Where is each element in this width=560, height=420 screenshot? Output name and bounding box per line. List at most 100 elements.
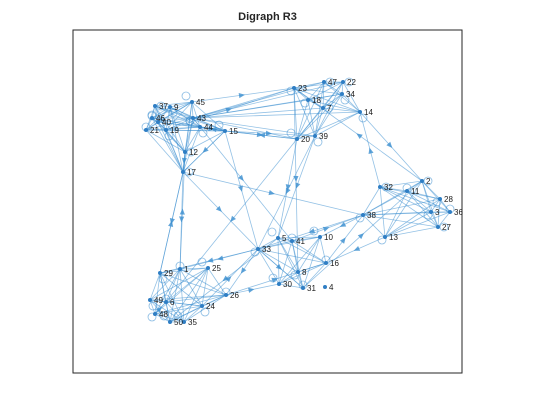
node-label-7: 7 <box>327 104 332 113</box>
node-36 <box>448 210 452 214</box>
cluster-5-edge <box>278 283 304 289</box>
cluster-3-edge <box>362 186 381 216</box>
cluster-3-edge <box>362 214 439 228</box>
edge-arrowhead <box>215 205 222 212</box>
node-label-4: 4 <box>329 283 334 292</box>
cluster-4-edge <box>183 305 203 323</box>
node-46 <box>150 116 154 120</box>
edge-layer <box>141 77 455 323</box>
self-loop-5 <box>267 227 277 237</box>
node-14 <box>358 110 362 114</box>
node-5 <box>276 236 280 240</box>
cluster-1-edge <box>165 117 194 131</box>
node-label-6: 6 <box>170 298 175 307</box>
node-2 <box>420 179 424 183</box>
cluster-1-edge <box>169 106 186 153</box>
node-label-31: 31 <box>307 284 316 293</box>
edge-arrowhead <box>179 216 185 223</box>
edge-arrowhead <box>217 255 224 261</box>
node-label-19: 19 <box>170 126 179 135</box>
node-40 <box>156 120 160 124</box>
cluster-2-edge <box>307 81 344 101</box>
node-16 <box>324 261 328 265</box>
edge-arrowhead <box>222 275 229 282</box>
cluster-3-edge <box>379 186 441 200</box>
node-26 <box>224 293 228 297</box>
edge-arrowhead <box>179 208 185 215</box>
cluster-1-edge <box>165 129 186 153</box>
edge-arrowhead <box>225 107 232 113</box>
edge-arrowhead <box>353 246 361 251</box>
self-loop-48 <box>147 312 157 322</box>
cluster-1-edge <box>184 126 201 153</box>
cluster-2-edge <box>192 107 324 119</box>
cluster-1-edge <box>165 126 201 131</box>
node-label-28: 28 <box>444 195 453 204</box>
node-12 <box>183 150 187 154</box>
self-loop-14 <box>358 113 368 123</box>
cluster-3-edge <box>384 198 441 238</box>
cluster-1-edge <box>191 101 201 128</box>
self-loop-23 <box>286 86 296 96</box>
cluster-5-edge <box>277 237 293 242</box>
self-loop-10 <box>309 226 319 236</box>
cluster-3-edge <box>384 211 451 238</box>
node-layer: 1234567891011121314151617181920212223242… <box>144 78 463 327</box>
node-3 <box>429 210 433 214</box>
cluster-2-edge <box>341 81 344 95</box>
node-43 <box>191 116 195 120</box>
cluster-4-edge <box>149 272 161 301</box>
cluster-3-edge <box>379 186 432 213</box>
cluster-5-edge <box>291 236 321 242</box>
cluster-5-edge <box>257 236 321 250</box>
node-label-8: 8 <box>302 268 307 277</box>
node-label-21: 21 <box>150 126 159 135</box>
node-23 <box>292 86 296 90</box>
cluster-4-edge <box>154 294 227 315</box>
node-label-2: 2 <box>426 177 431 186</box>
node-30 <box>277 282 281 286</box>
cluster-1-edge <box>184 130 226 153</box>
cluster-3-edge <box>437 211 451 228</box>
cluster-5-edge <box>277 236 321 239</box>
node-28 <box>438 197 442 201</box>
cluster-2-edge <box>296 93 343 140</box>
cluster-1-edge <box>157 117 194 123</box>
node-label-17: 17 <box>187 168 196 177</box>
node-25 <box>206 266 210 270</box>
node-label-3: 3 <box>435 208 440 217</box>
self-loop-33 <box>250 247 260 257</box>
node-9 <box>168 105 172 109</box>
self-loop-24 <box>200 307 210 317</box>
cluster-5-edge <box>278 271 299 285</box>
self-loop-18 <box>300 98 310 108</box>
self-loop-29 <box>158 274 168 284</box>
node-label-29: 29 <box>164 269 173 278</box>
cluster-4-edge <box>154 267 209 315</box>
self-loop-19 <box>164 131 174 141</box>
cluster-4-edge <box>179 268 227 296</box>
edge-arrowhead <box>339 221 347 227</box>
edge-arrowhead <box>339 237 346 244</box>
node-label-39: 39 <box>319 132 328 141</box>
cluster-2-edge <box>293 81 344 89</box>
cluster-4-edge <box>183 294 227 323</box>
node-38 <box>361 213 365 217</box>
node-45 <box>190 100 194 104</box>
node-32 <box>378 185 382 189</box>
cluster-3-edge <box>362 190 408 216</box>
cluster-4-edge <box>165 301 171 323</box>
node-label-35: 35 <box>188 318 197 327</box>
edge-arrowhead <box>208 125 215 131</box>
edge-arrowhead <box>237 174 244 182</box>
node-label-13: 13 <box>389 233 398 242</box>
edge-arrowhead <box>168 220 174 227</box>
self-loop-45 <box>181 91 191 101</box>
cluster-5-edge <box>277 237 327 264</box>
cluster-3-edge <box>437 198 441 228</box>
cluster-4-edge <box>165 294 227 303</box>
edge-arrowhead <box>271 277 278 283</box>
self-loop-25 <box>197 257 207 267</box>
node-19 <box>164 128 168 132</box>
self-loop-49 <box>148 301 158 311</box>
